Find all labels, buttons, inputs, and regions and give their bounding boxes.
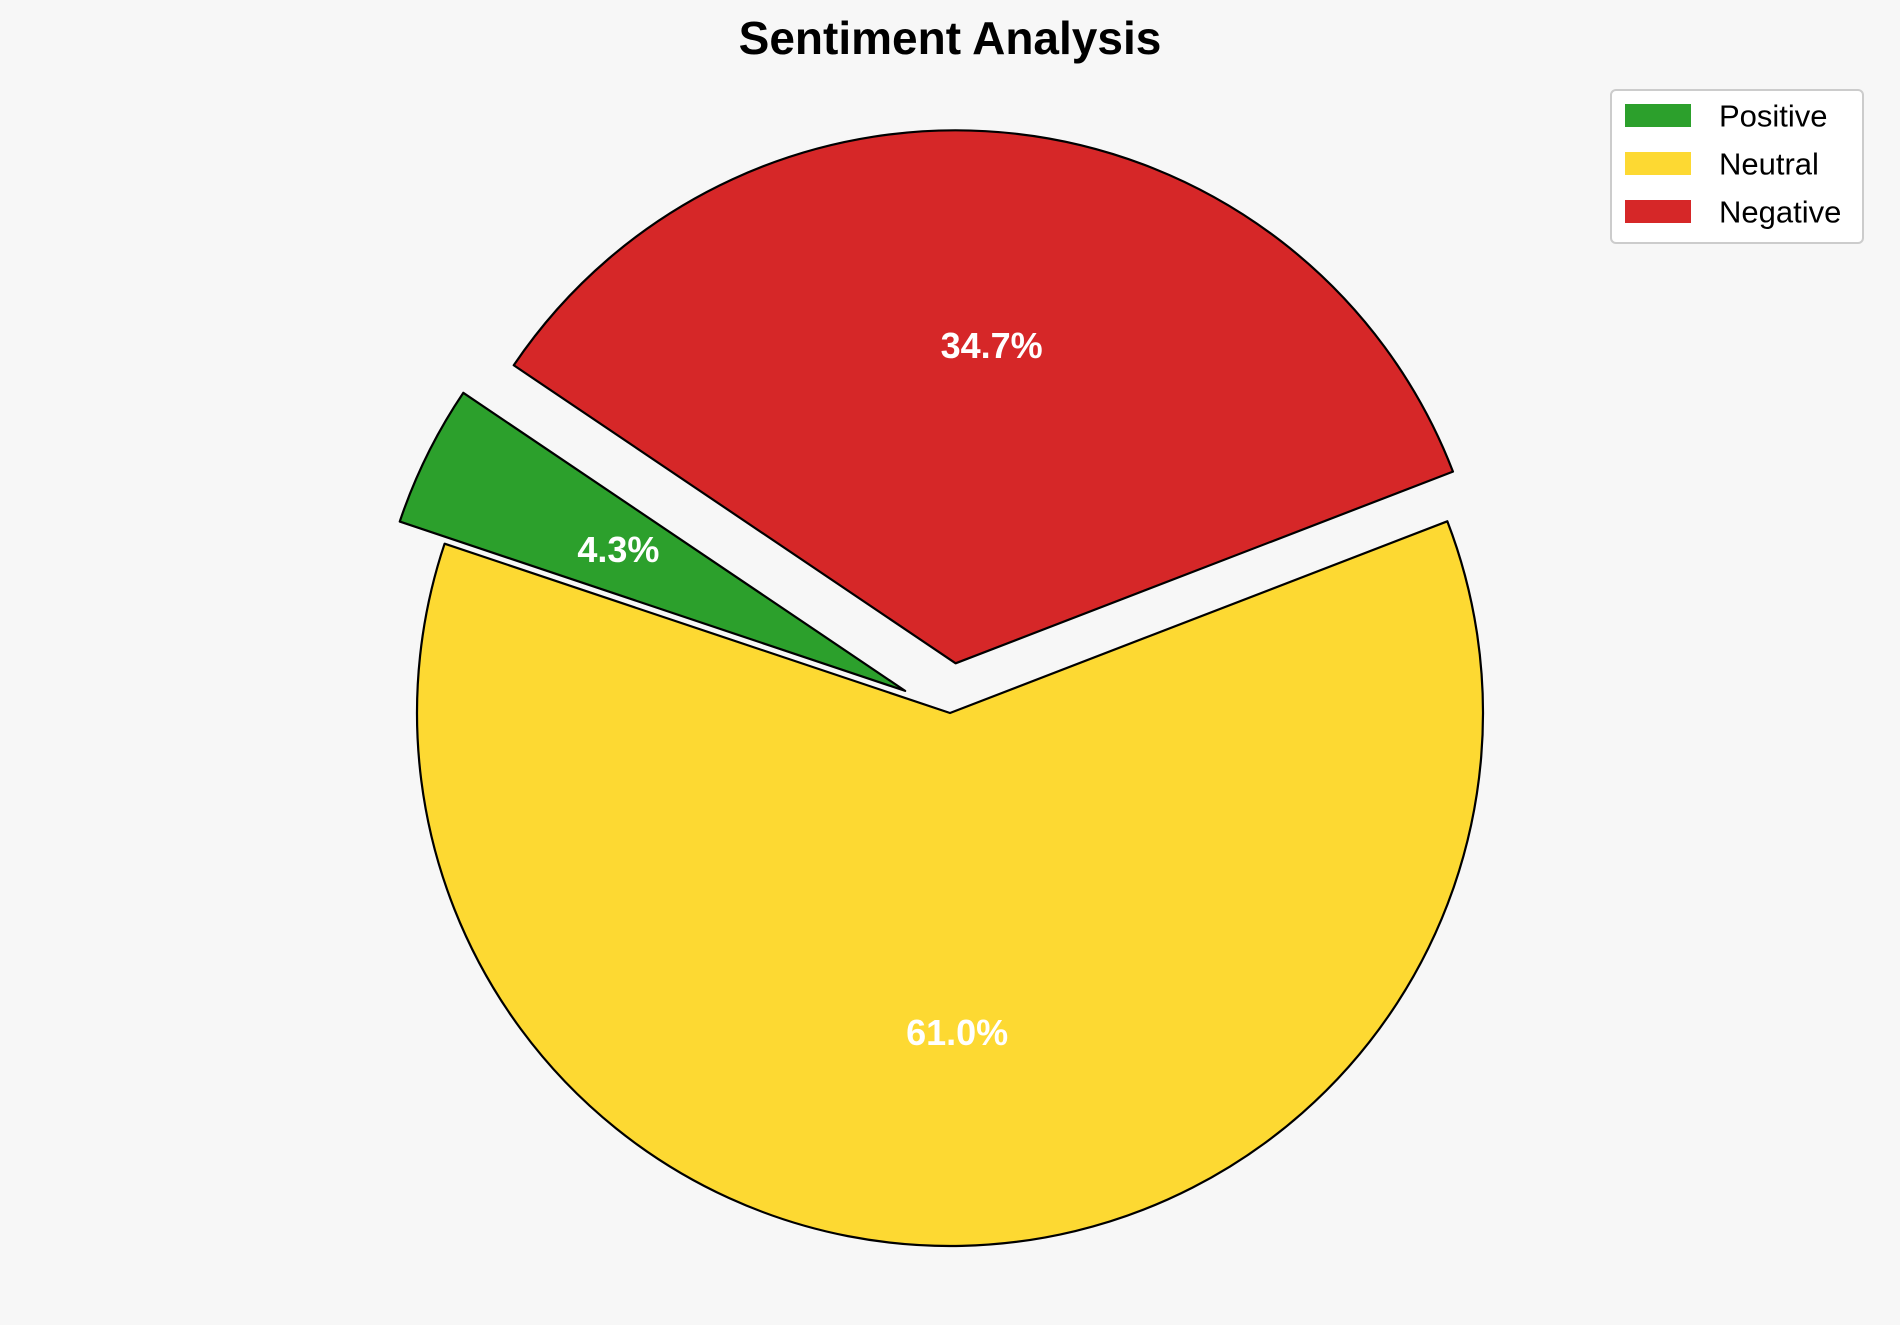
legend-label-positive: Positive bbox=[1719, 99, 1828, 134]
slice-label-positive: 4.3% bbox=[577, 529, 659, 570]
legend-swatch-negative bbox=[1625, 200, 1691, 223]
slice-label-neutral: 61.0% bbox=[906, 1012, 1008, 1053]
legend-swatch-neutral bbox=[1625, 152, 1691, 175]
pie-slice-negative bbox=[512, 129, 1455, 665]
legend: Positive Neutral Negative bbox=[1610, 89, 1864, 244]
pie-slice-labels: 4.3% 61.0% 34.7% bbox=[577, 325, 1042, 1053]
pie-slice-positive bbox=[398, 391, 907, 692]
pie-slices bbox=[398, 129, 1485, 1248]
chart-title: Sentiment Analysis bbox=[739, 12, 1162, 64]
legend-swatch-positive bbox=[1625, 104, 1691, 127]
legend-label-negative: Negative bbox=[1719, 195, 1841, 230]
slice-label-negative: 34.7% bbox=[941, 325, 1043, 366]
pie-slice-neutral bbox=[415, 520, 1485, 1248]
legend-label-neutral: Neutral bbox=[1719, 147, 1819, 182]
